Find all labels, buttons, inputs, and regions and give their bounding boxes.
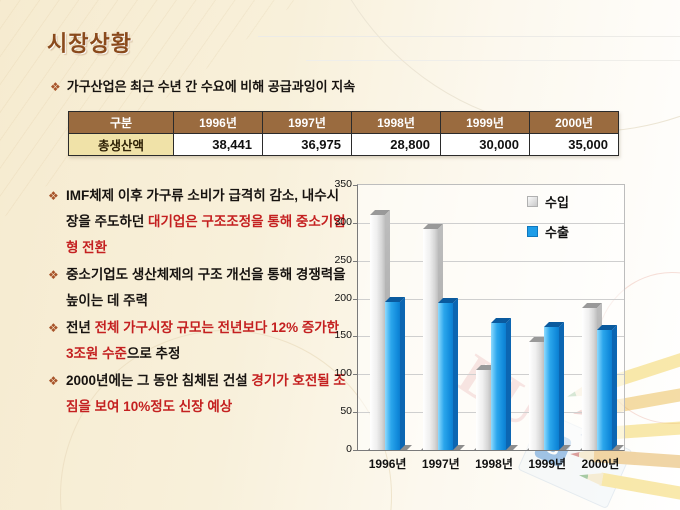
row-label-cell: 총생산액 <box>68 133 174 156</box>
bullet-text: 으로 추정 <box>126 346 181 361</box>
table-cell: 30,000 <box>440 133 530 156</box>
table-header-row: 구분 1996년 1997년 1998년 1999년 2000년 <box>68 111 619 134</box>
y-axis-label: 50 <box>340 405 352 418</box>
legend-item-수출: 수출 <box>527 222 569 241</box>
gridline <box>358 260 624 262</box>
bullet-text: 중소기업도 생산체제의 구조 개선을 통해 경쟁력을 높이는 데 주력 <box>66 267 346 308</box>
y-axis-tick <box>353 298 358 300</box>
x-axis-label: 1996년 <box>368 457 407 471</box>
y-axis-tick <box>353 222 358 224</box>
horizontal-line-decoration <box>258 36 680 37</box>
list-item: ❖ 중소기업도 생산체제의 구조 개선을 통해 경쟁력을 높이는 데 주력 <box>48 262 350 314</box>
table-header-cell: 2000년 <box>529 111 619 134</box>
production-table: 구분 1996년 1997년 1998년 1999년 2000년 총생산액 38… <box>68 111 619 156</box>
bullet-text-highlight: 경기가 호전될 조짐을 보여 10%정도 신장 예상 <box>66 373 346 414</box>
table-cell: 38,441 <box>173 133 263 156</box>
bar-수출-1998년 <box>491 323 506 450</box>
y-axis-tick <box>353 336 358 338</box>
intro-bullet: ❖ 가구산업은 최근 수년 간 수요에 비해 공급과잉이 지속 <box>50 76 355 95</box>
table-header-cell: 1999년 <box>440 111 530 134</box>
intro-bullet-text: 가구산업은 최근 수년 간 수요에 비해 공급과잉이 지속 <box>66 79 356 94</box>
horizontal-line-decoration <box>306 60 680 61</box>
bullet-text-highlight: 전체 가구시장 규모는 전년보다 12% 증가한 3조원 수준 <box>66 320 340 361</box>
x-axis-label: 1998년 <box>475 457 513 471</box>
table-cell: 36,975 <box>262 133 352 156</box>
list-item: ❖ IMF체제 이후 가구류 소비가 급격히 감소, 내수시장을 주도하던 대기업… <box>48 183 350 261</box>
y-axis-tick <box>353 260 358 262</box>
y-axis-label: 250 <box>334 253 352 266</box>
list-item: ❖ 전년 전체 가구시장 규모는 전년보다 12% 증가한 3조원 수준으로 추정 <box>48 315 350 367</box>
legend-swatch-icon <box>527 226 538 237</box>
bar-수출-1996년 <box>384 302 400 450</box>
y-axis-label: 300 <box>334 215 352 228</box>
bullet-text: 2000년에는 그 동안 침체된 건설 <box>66 373 252 388</box>
y-axis-tick <box>353 412 358 414</box>
x-axis-label: 1999년 <box>528 457 567 471</box>
page-title: 시장상황 <box>47 31 132 56</box>
y-axis-tick <box>353 374 358 376</box>
legend-label: 수입 <box>545 195 569 210</box>
bullet-text: IMF체제 이후 가구류 소비가 급격히 감소, 내수시장을 주도하던 <box>66 188 340 229</box>
diamond-bullet-icon: ❖ <box>48 268 59 282</box>
y-axis-label: 0 <box>346 443 352 455</box>
bar-수출-1997년 <box>437 303 453 450</box>
bar-수출-2000년 <box>597 330 613 450</box>
y-axis-tick <box>353 450 358 451</box>
x-axis-label: 1997년 <box>421 457 460 471</box>
table-cell: 28,800 <box>351 133 441 156</box>
y-axis-label: 100 <box>334 367 352 380</box>
diamond-bullet-icon: ❖ <box>48 189 59 203</box>
gridline <box>358 222 624 224</box>
legend-swatch-icon <box>527 196 538 207</box>
bullet-text-highlight: 대기업은 구조조정을 통해 중소기업형 전환 <box>66 214 346 255</box>
chart-plot-area <box>353 184 625 451</box>
bullet-text: 전년 <box>66 320 95 335</box>
bar-수입-1998년 <box>476 370 491 450</box>
table-cell: 35,000 <box>529 133 619 156</box>
y-axis-label: 200 <box>334 291 352 304</box>
bar-수입-1996년 <box>369 215 385 450</box>
table-header-cell: 구분 <box>68 111 174 134</box>
bullet-list: ❖ IMF체제 이후 가구류 소비가 급격히 감소, 내수시장을 주도하던 대기업… <box>48 183 350 421</box>
diamond-bullet-icon: ❖ <box>48 374 59 388</box>
gridline <box>358 298 624 300</box>
y-axis-label: 350 <box>334 178 352 190</box>
table-header-cell: 1998년 <box>351 111 441 134</box>
legend-item-수입: 수입 <box>527 192 569 211</box>
bar-수출-1999년 <box>544 327 560 450</box>
bar-수입-2000년 <box>582 308 598 450</box>
y-axis-tick <box>353 185 358 186</box>
y-axis-label: 150 <box>334 329 352 342</box>
legend-label: 수출 <box>545 225 569 240</box>
list-item: ❖ 2000년에는 그 동안 침체된 건설 경기가 호전될 조짐을 보여 10%정… <box>48 368 350 420</box>
table-header-cell: 1996년 <box>173 111 263 134</box>
table-row: 총생산액 38,441 36,975 28,800 30,000 35,000 <box>68 133 619 156</box>
table-header-cell: 1997년 <box>262 111 352 134</box>
diamond-bullet-icon: ❖ <box>50 80 61 94</box>
bar-수입-1997년 <box>422 229 438 450</box>
diamond-bullet-icon: ❖ <box>48 321 59 335</box>
bar-수입-1999년 <box>529 342 545 450</box>
x-axis-label: 2000년 <box>581 457 620 471</box>
